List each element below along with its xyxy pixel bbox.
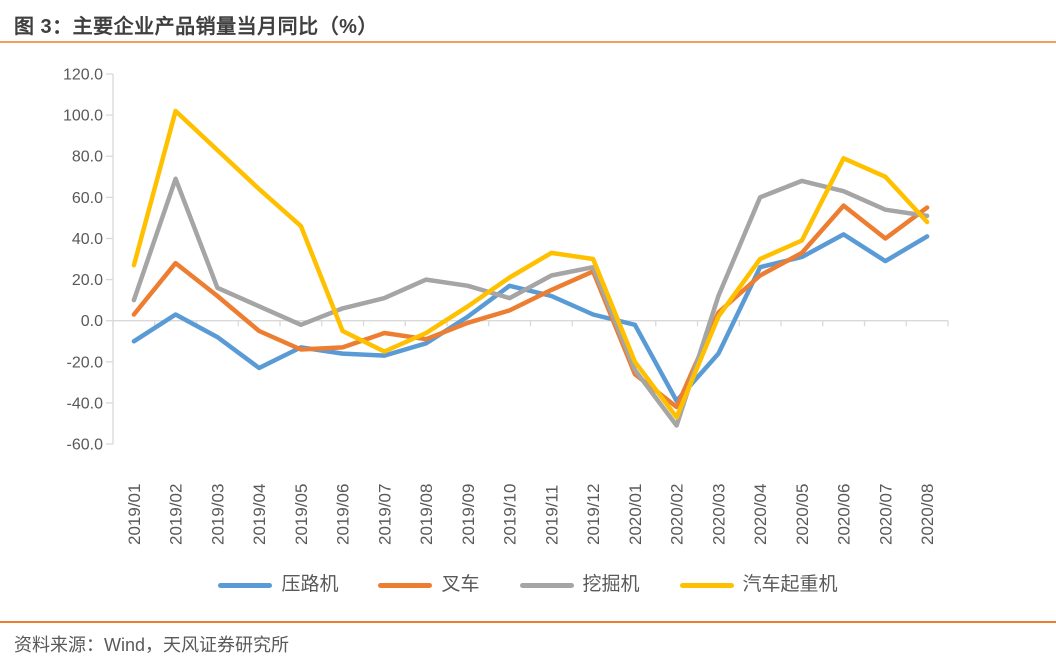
- legend-label-truck-crane: 汽车起重机: [742, 574, 838, 595]
- x-axis-category-label: 2020/01: [626, 484, 645, 545]
- series-line-road-roller: [131, 232, 930, 404]
- y-axis-tick-label: 100.0: [63, 108, 103, 125]
- x-axis-category-label: 2020/04: [751, 484, 770, 545]
- footer-divider-line: [0, 621, 1056, 623]
- y-axis-tick-label: -40.0: [67, 395, 104, 412]
- x-axis-category-label: 2019/10: [501, 484, 520, 545]
- legend-label-forklift: 叉车: [441, 574, 480, 595]
- legend-line-swatch-truck-crane: [679, 582, 734, 588]
- data-source-note: 资料来源：Wind，天风证券研究所: [14, 635, 290, 655]
- x-axis-category-label: 2019/05: [292, 484, 311, 545]
- x-axis-category-label: 2020/02: [668, 484, 687, 545]
- y-axis-tick-label: -20.0: [67, 354, 104, 371]
- figure-title: 图 3：主要企业产品销量当月同比（%）: [14, 16, 378, 38]
- legend-item-excavator: 挖掘机: [519, 572, 640, 598]
- legend-item-road-roller: 压路机: [218, 572, 338, 598]
- x-axis-category-label: 2020/03: [709, 484, 728, 545]
- y-axis-tick-label: -60.0: [67, 437, 104, 454]
- series-line-excavator: [131, 176, 930, 428]
- legend-label-excavator: 挖掘机: [582, 574, 640, 595]
- y-axis-tick-label: 80.0: [72, 149, 103, 166]
- title-divider-line: [0, 41, 1056, 43]
- legend-item-truck-crane: 汽车起重机: [679, 572, 838, 598]
- x-axis-category-label: 2019/02: [167, 484, 186, 545]
- series-line-truck-crane: [131, 108, 930, 420]
- x-axis-category-label: 2019/06: [334, 484, 353, 545]
- x-axis-category-label: 2019/01: [125, 484, 144, 545]
- x-axis-category-label: 2019/09: [459, 484, 478, 545]
- legend-item-forklift: 叉车: [378, 572, 480, 598]
- legend-line-swatch-excavator: [519, 582, 574, 588]
- legend-line-swatch-forklift: [378, 582, 433, 588]
- x-axis-category-label: 2019/04: [250, 484, 269, 545]
- x-axis-category-label: 2019/07: [375, 484, 394, 545]
- y-axis-tick-label: 0.0: [81, 313, 103, 330]
- y-axis-tick-label: 120.0: [63, 67, 103, 84]
- legend-line-swatch-road-roller: [218, 582, 273, 588]
- x-axis-category-label: 2020/08: [918, 484, 937, 545]
- y-axis-tick-label: 20.0: [72, 272, 103, 289]
- x-axis-category-label: 2019/08: [417, 484, 436, 545]
- sales-yoy-line-chart: 120.0 100.0 80.0 60.0 40.0 20.0 0.0 -20.0 -40.0 -…: [63, 67, 949, 545]
- x-axis-category-label: 2020/06: [835, 484, 854, 545]
- series-line-forklift: [131, 203, 930, 410]
- x-axis-category-label: 2020/07: [876, 484, 895, 545]
- y-axis-tick-label: 40.0: [72, 231, 103, 248]
- y-axis-tick-label: 60.0: [72, 190, 103, 207]
- x-axis-category-label: 2020/05: [793, 484, 812, 545]
- legend-label-road-roller: 压路机: [281, 574, 339, 595]
- x-axis-category-label: 2019/11: [542, 485, 561, 545]
- chart-legend: 压路机 叉车 挖掘机 汽车起重机: [0, 572, 1056, 598]
- x-axis-category-label: 2019/12: [584, 484, 603, 545]
- x-axis-category-label: 2019/03: [208, 484, 227, 545]
